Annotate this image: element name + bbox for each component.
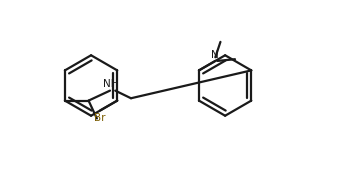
Text: N: N <box>211 50 219 60</box>
Text: Br: Br <box>95 113 106 123</box>
Text: NH: NH <box>103 78 118 89</box>
